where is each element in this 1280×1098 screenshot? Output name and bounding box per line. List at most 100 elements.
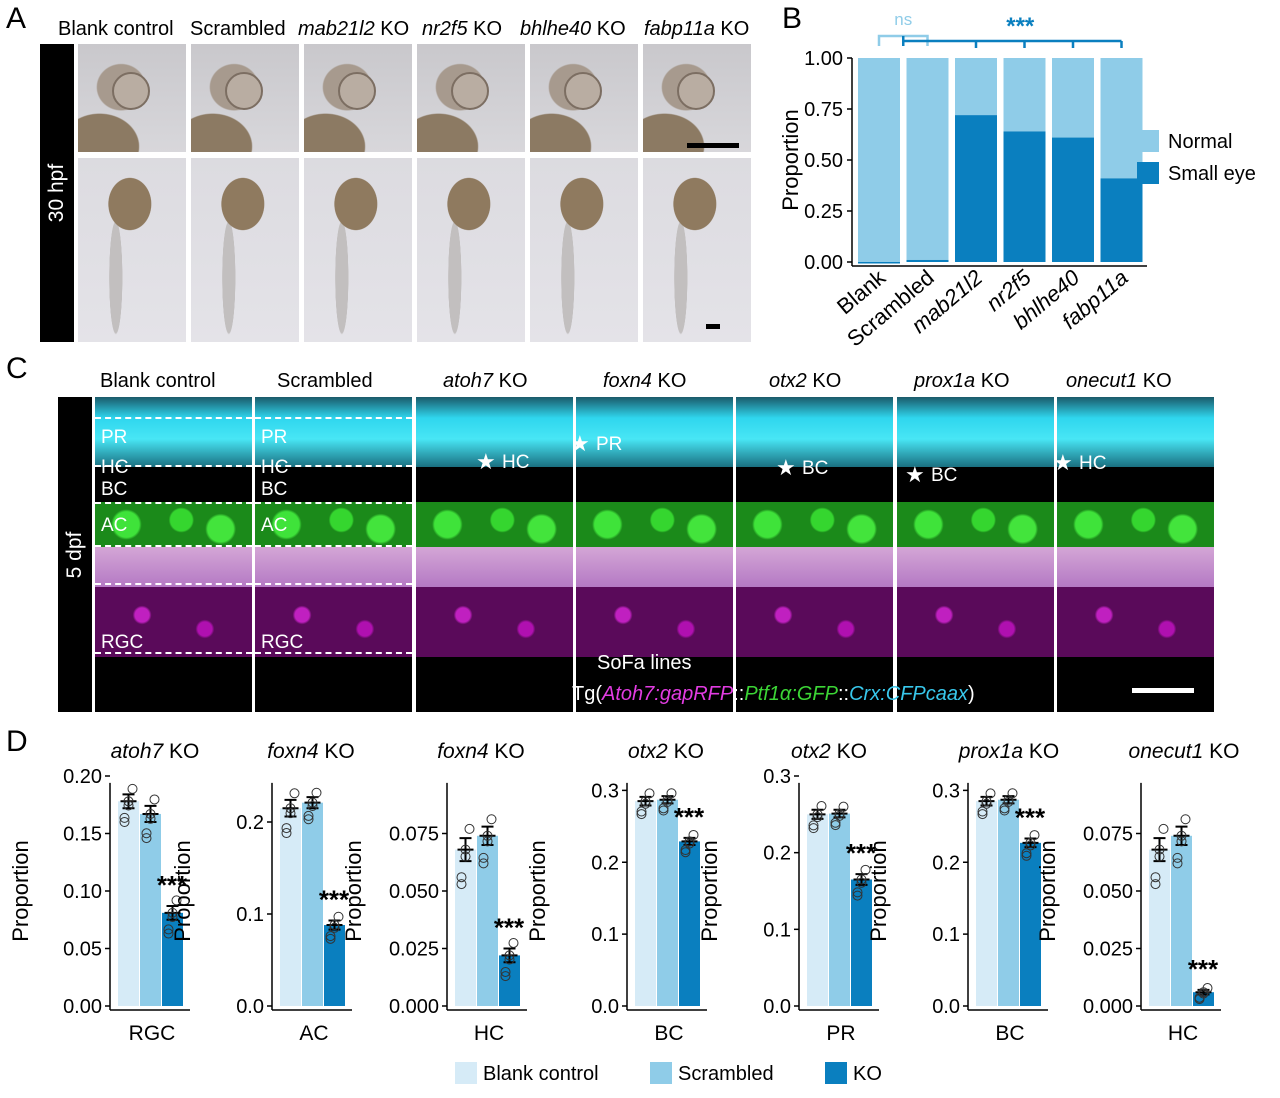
layer-pink-4 xyxy=(736,547,893,587)
layer-label-1-0: PR xyxy=(261,427,288,448)
d-bar-5-1 xyxy=(998,799,1019,1006)
d-point-5-0-0 xyxy=(977,809,988,820)
d-bar-4-2 xyxy=(851,879,872,1006)
panel-c-header-4-gene: otx2 xyxy=(769,370,807,392)
panel-c-stage-bar: 5 dpf xyxy=(58,397,92,712)
layer-label-0-3: AC xyxy=(101,515,128,536)
d-point-3-0-2 xyxy=(644,788,655,799)
d-error-bar-2-1 xyxy=(479,825,496,846)
d-y-tick-label-0-0: 0.00 xyxy=(63,996,102,1018)
d-point-6-0-1 xyxy=(1154,851,1165,862)
panel-c-header-0-text: Blank control xyxy=(100,370,216,392)
retina-image-6: ★ HC xyxy=(1057,397,1214,712)
d-error-bar-4-1 xyxy=(831,808,848,819)
d-title-3: otx2 KO xyxy=(628,740,704,763)
b-bar-normal-4 xyxy=(1052,58,1094,138)
d-point-5-1-4 xyxy=(1003,794,1014,805)
panel-c-header-1-text: Scrambled xyxy=(277,370,373,392)
d-point-4-0-0 xyxy=(808,823,819,834)
tg-atoh7: Atoh7:gapRFP xyxy=(602,683,734,705)
layer-pink-2 xyxy=(416,547,573,587)
panel-c-header-0: Blank control xyxy=(100,370,216,393)
b-y-tick-label-4: 1.00 xyxy=(804,48,843,70)
d-point-3-0-4 xyxy=(640,796,651,807)
d-point-1-0-4 xyxy=(285,803,296,814)
layer-boundary-0-0 xyxy=(95,417,252,419)
d-point-0-1-1 xyxy=(145,813,156,824)
d-point-2-0-4 xyxy=(460,844,471,855)
d-point-6-2-4 xyxy=(1198,987,1209,998)
panel-a-header-0: Blank control xyxy=(58,18,174,41)
ko-layer-label-6: HC xyxy=(1079,453,1107,474)
eye-shape-1 xyxy=(225,72,263,110)
b-y-tick-label-1: 0.25 xyxy=(804,201,843,223)
d-point-5-0-4 xyxy=(981,796,992,807)
d-point-2-1-2 xyxy=(486,814,497,825)
layer-label-1-1: HC xyxy=(261,457,289,478)
d-point-0-1-2 xyxy=(149,794,160,805)
layer-green-4 xyxy=(736,502,893,547)
d-bar-4-1 xyxy=(829,813,850,1006)
d-point-5-1-3 xyxy=(999,803,1010,814)
panel-a-header-3-text: KO xyxy=(467,18,503,40)
d-y-label-6: Proportion xyxy=(1035,840,1060,942)
d-point-4-0-2 xyxy=(816,801,827,812)
embryo-photo-0 xyxy=(78,158,186,342)
d-point-2-2-1 xyxy=(504,954,515,965)
d-point-4-2-4 xyxy=(856,874,867,885)
d-point-2-2-3 xyxy=(500,966,511,977)
d-point-6-1-4 xyxy=(1176,830,1187,841)
panel-c-scale-bar xyxy=(1132,688,1194,693)
b-bar-small-5 xyxy=(1100,178,1143,262)
d-y-tick-label-6-0: 0.000 xyxy=(1083,996,1133,1018)
d-y-tick-label-1-0: 0.0 xyxy=(236,996,264,1018)
d-point-2-0-2 xyxy=(464,823,475,834)
d-point-1-1-4 xyxy=(307,797,318,808)
d-y-tick-label-5-3: 0.3 xyxy=(932,780,960,802)
b-sig-label: *** xyxy=(1006,13,1035,40)
layer-boundary-1-3 xyxy=(255,545,412,547)
head-photo-3 xyxy=(417,44,525,152)
d-error-bar-6-1 xyxy=(1173,825,1190,846)
d-bar-4-0 xyxy=(807,814,828,1006)
d-y-tick-label-3-1: 0.1 xyxy=(591,924,619,946)
d-chart-2: foxn4 KO 0.000 0.025 0.050 0.075 Proportion **… xyxy=(341,740,527,1045)
d-x-label-6: HC xyxy=(1168,1022,1198,1045)
head-photo-0 xyxy=(78,44,186,152)
d-legend-swatch-0 xyxy=(455,1062,477,1084)
d-bar-3-2 xyxy=(679,841,700,1006)
d-y-tick-label-4-3: 0.3 xyxy=(763,766,791,788)
panel-a-stage-bar: 30 hpf xyxy=(40,44,74,342)
eye-shape-4 xyxy=(564,72,602,110)
layer-boundary-0-4 xyxy=(95,583,252,585)
d-point-4-2-0 xyxy=(852,890,863,901)
d-point-0-1-0 xyxy=(141,833,152,844)
d-y-tick-label-3-0: 0.0 xyxy=(591,996,619,1018)
embryo-photo-3 xyxy=(417,158,525,342)
d-x-label-4: PR xyxy=(826,1022,855,1045)
d-point-5-2-4 xyxy=(1025,837,1036,848)
panel-a-header-5-text: KO xyxy=(714,18,750,40)
panel-a-header-4-gene: bhlhe40 xyxy=(520,18,592,40)
panel-c-header-4-text: KO xyxy=(806,370,842,392)
d-point-2-0-1 xyxy=(460,851,471,862)
d-point-5-0-2 xyxy=(985,788,996,799)
b-legend-swatch-1 xyxy=(1137,162,1159,184)
panel-a-header-1: Scrambled xyxy=(190,18,286,41)
layer-pink-5 xyxy=(897,547,1054,587)
layer-green-6 xyxy=(1057,502,1214,547)
layer-cyan-2 xyxy=(416,397,573,467)
layer-label-0-1: HC xyxy=(101,457,129,478)
b-bar-normal-5 xyxy=(1100,58,1143,179)
d-sig-0: *** xyxy=(157,870,188,900)
d-point-6-1-2 xyxy=(1180,814,1191,825)
d-legend-label-0: Blank control xyxy=(483,1063,599,1085)
d-y-tick-label-6-2: 0.050 xyxy=(1083,881,1133,903)
layer-label-0-2: BC xyxy=(101,479,128,500)
layer-label-1-3: AC xyxy=(261,515,288,536)
panel-letter-b: B xyxy=(782,2,803,35)
d-point-5-2-3 xyxy=(1021,848,1032,859)
layer-cyan-1 xyxy=(255,397,412,467)
d-point-4-2-1 xyxy=(856,877,867,888)
d-bar-6-1 xyxy=(1171,835,1192,1006)
